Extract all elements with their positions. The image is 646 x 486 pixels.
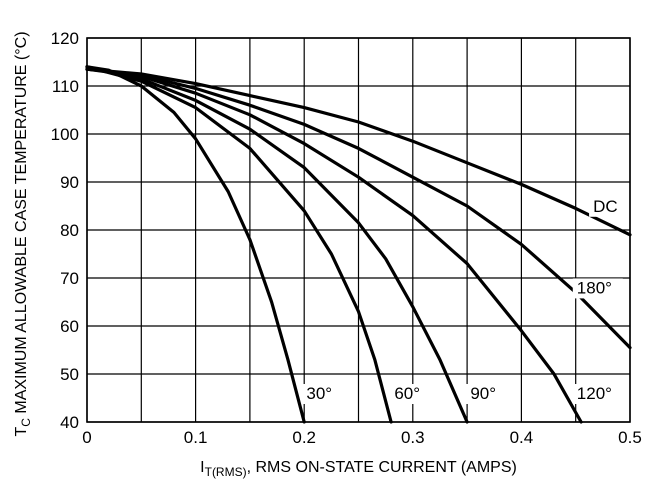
curve-label: 60° — [394, 384, 420, 403]
y-tick-label: 50 — [60, 365, 79, 384]
x-tick-label: 0 — [82, 428, 91, 447]
curve-label-bg — [302, 384, 343, 404]
y-tick-label: 80 — [60, 221, 79, 240]
curve-label-bg — [390, 384, 431, 404]
series-line — [85, 67, 583, 424]
y-tick-label: 90 — [60, 173, 79, 192]
x-tick-label: 0.2 — [292, 428, 316, 447]
series-lines — [85, 65, 632, 424]
y-tick-label: 100 — [51, 125, 79, 144]
series-line — [85, 67, 632, 350]
series-line — [85, 65, 469, 424]
curve-label: 90° — [470, 384, 496, 403]
curve-label-bg — [572, 278, 623, 299]
curve-label-bg — [589, 196, 620, 217]
x-axis-label-rest: , RMS ON-STATE CURRENT (AMPS) — [247, 459, 517, 476]
y-axis-label-sub: C — [19, 418, 33, 427]
x-tick-label: 0.5 — [618, 428, 642, 447]
y-tick-label: 40 — [60, 413, 79, 432]
tick-labels: 0 0.1 0.2 0.3 0.4 0.5 40 50 60 70 80 90 100 110 120 — [51, 29, 642, 447]
curve-label: 30° — [306, 384, 332, 403]
y-axis-label-main: T — [13, 427, 30, 437]
x-tick-label: 0.4 — [510, 428, 534, 447]
curve-label: DC — [593, 197, 618, 216]
curve-label-bg — [572, 384, 623, 404]
x-axis-label-main: I — [200, 459, 204, 476]
y-tick-label: 70 — [60, 269, 79, 288]
curve-label: 120° — [577, 384, 612, 403]
y-axis-label: TC MAXIMUM ALLOWABLE CASE TEMPERATURE (°… — [13, 31, 33, 436]
y-tick-label: 110 — [52, 77, 79, 96]
curve-label-bg — [466, 384, 507, 404]
y-tick-label: 60 — [60, 317, 79, 336]
x-tick-label: 0.3 — [401, 428, 425, 447]
curve-labels: 30° 60° 90° 120° 180° DC — [302, 196, 623, 404]
plot-frame — [86, 37, 631, 423]
series-line — [85, 67, 632, 237]
series-line — [85, 65, 393, 424]
curve-label: 180° — [577, 278, 612, 297]
y-axis-label-rest: MAXIMUM ALLOWABLE CASE TEMPERATURE (°C) — [13, 31, 30, 418]
x-axis-label: IT(RMS), RMS ON-STATE CURRENT (AMPS) — [200, 459, 517, 479]
y-tick-label: 120 — [51, 29, 79, 48]
x-axis-label-sub: T(RMS) — [205, 465, 247, 479]
x-tick-label: 0.1 — [184, 428, 208, 447]
